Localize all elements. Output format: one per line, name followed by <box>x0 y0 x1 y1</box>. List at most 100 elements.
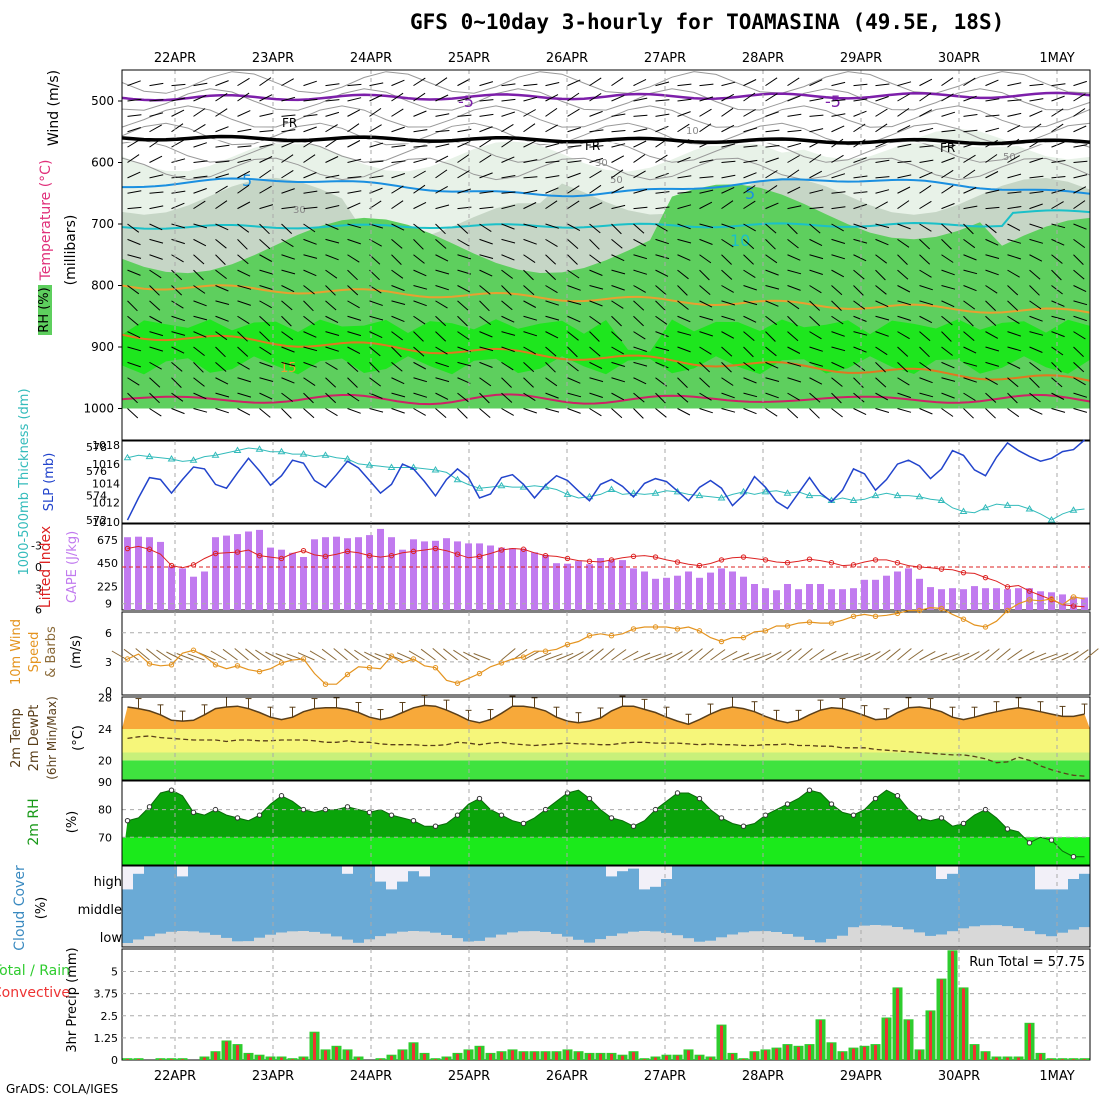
wind-barb <box>545 223 559 229</box>
wind-barb <box>193 108 206 117</box>
wind-barb <box>897 223 911 230</box>
cape-bar <box>157 541 164 610</box>
wind-barb <box>633 188 648 194</box>
wind-barb <box>919 269 932 278</box>
wind-barb <box>545 285 558 294</box>
lifted-index-marker <box>1026 588 1033 594</box>
wind-barb <box>413 129 428 133</box>
wind-barb <box>1029 238 1044 244</box>
wind-barb <box>501 315 515 323</box>
wind-barb <box>325 138 338 148</box>
wind-barb <box>1007 173 1022 179</box>
wind-barb <box>853 139 866 148</box>
wind-barb <box>765 129 780 133</box>
precip-convective-bar <box>632 1052 635 1060</box>
thickness-marker <box>981 503 990 511</box>
wind-barb <box>941 203 955 210</box>
contour-label-rh: 10 <box>686 126 699 137</box>
wind-barb <box>479 377 492 387</box>
cloud-low-clear <box>1024 930 1035 947</box>
wind-barb <box>523 96 538 102</box>
cloud-low-clear <box>925 935 936 947</box>
cloud-low-clear <box>738 932 749 947</box>
cloud-low-clear <box>683 938 694 947</box>
cape-bar <box>267 547 274 610</box>
wind-barb <box>589 202 603 210</box>
wind-barb-10m <box>776 649 792 661</box>
wind-speed-marker <box>762 628 769 634</box>
cloud-low-clear <box>1046 936 1057 947</box>
wind-barb <box>1029 254 1043 262</box>
wind-barb <box>1051 188 1066 194</box>
wind-barb <box>325 223 339 230</box>
wind-speed-line <box>127 596 1085 685</box>
cloud-low-clear <box>474 940 485 947</box>
wind-barb <box>853 83 868 87</box>
wind-barb <box>1073 174 1088 179</box>
rh2m-marker <box>894 793 901 799</box>
wind-speed-marker <box>300 656 307 662</box>
lifted-index-marker <box>410 548 417 555</box>
wind-barb <box>391 108 404 117</box>
wind-barb <box>1029 346 1043 353</box>
slp-axis-label: SLP (mb) <box>42 453 57 512</box>
cloud-low-clear <box>331 936 342 947</box>
wind-barb <box>325 331 340 336</box>
wind-barb <box>633 114 648 117</box>
precip-convective-bar <box>665 1055 668 1060</box>
wind-barb <box>787 77 800 87</box>
wind-speed-marker <box>124 656 131 662</box>
wind-barb <box>413 285 428 290</box>
wind-barb <box>259 223 270 235</box>
wind-barb <box>655 113 670 117</box>
isotherm-5 <box>122 177 1091 198</box>
wind-barb-10m <box>622 650 639 661</box>
wind-barb <box>853 300 866 310</box>
wind-barb <box>281 238 294 248</box>
wind-barb <box>259 94 273 102</box>
wind-barb <box>391 160 406 163</box>
date-label-bottom: 25APR <box>448 1069 490 1084</box>
wind-barb <box>1007 155 1020 163</box>
wind-barb <box>149 361 162 370</box>
wind-barb <box>589 92 602 102</box>
wind-barb <box>611 204 626 210</box>
rh2m-marker <box>278 793 285 799</box>
wind-barb <box>545 200 558 210</box>
thickness-marker <box>585 492 594 500</box>
wind-barb <box>391 392 406 398</box>
wind-barb <box>303 254 318 259</box>
wind-barb <box>633 269 648 275</box>
cloud-high-clear <box>661 866 672 879</box>
cloud-low-clear <box>122 943 133 947</box>
wind-barb <box>985 154 998 163</box>
wind-barb <box>765 285 780 290</box>
wind-barb <box>699 201 713 210</box>
wind-barb <box>897 362 909 373</box>
wind-barb <box>1029 269 1041 280</box>
precip-total-bar <box>177 1058 188 1060</box>
wind-barb <box>787 377 802 383</box>
wind-barb <box>589 223 601 234</box>
cloud-low-clear <box>375 936 386 947</box>
wind-barb <box>567 300 582 305</box>
wind-barb <box>303 392 314 404</box>
cloud-low-clear <box>639 931 650 947</box>
wind-barb <box>831 254 846 260</box>
cloud-low-clear <box>1035 934 1046 947</box>
thickness-marker <box>211 451 220 458</box>
wind-barb <box>963 205 978 210</box>
wind-barb <box>787 408 799 419</box>
wind-barb-10m <box>754 652 772 661</box>
wind-barb <box>545 300 559 306</box>
wind-barb <box>435 143 450 148</box>
lifted-index-marker <box>498 547 505 553</box>
millibars-axis-label: (millibars) <box>63 215 79 286</box>
wind-barb <box>919 377 933 384</box>
wind-barb <box>765 202 779 210</box>
panel-frame <box>121 440 1091 524</box>
wind-barb <box>281 129 296 133</box>
wind-barb <box>831 154 844 163</box>
wind-barb <box>633 78 647 87</box>
wind-barb <box>501 285 512 296</box>
